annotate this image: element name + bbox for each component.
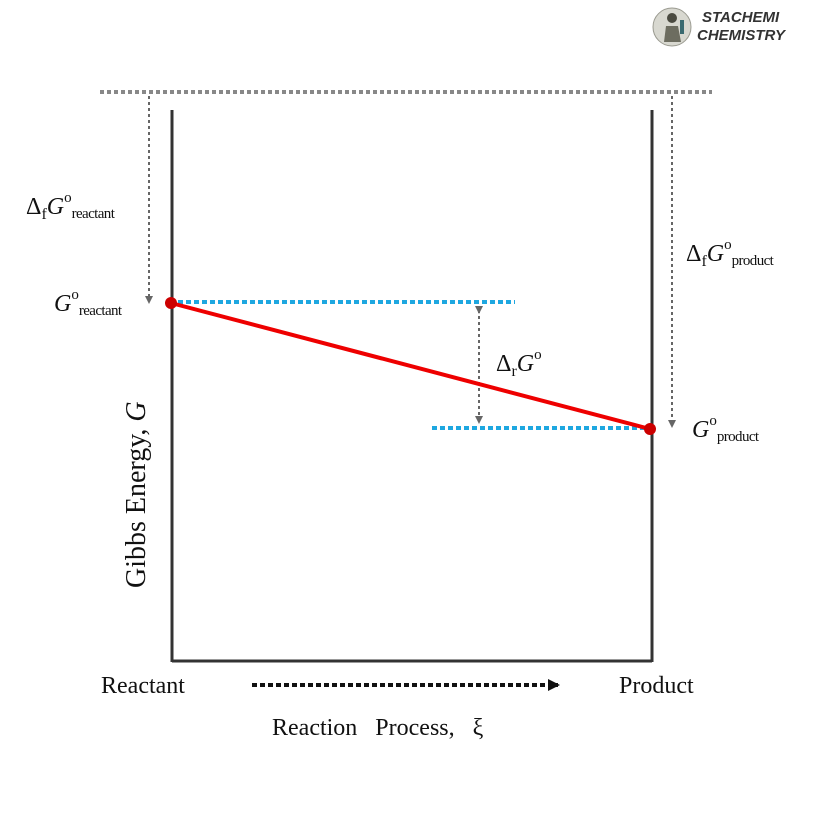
product-gibbs-label: Goproduct xyxy=(692,413,760,445)
y-axis-label: Gibbs Energy, G xyxy=(121,401,152,588)
product-formation-label: ΔfGoproduct xyxy=(686,237,775,270)
reactant-point xyxy=(165,297,177,309)
product-label: Product xyxy=(619,673,694,699)
reactant-gibbs-label: Goreactant xyxy=(54,287,123,319)
reaction-gibbs-label: ΔrGo xyxy=(496,347,542,380)
brand-line2: CHEMISTRY xyxy=(697,27,787,44)
reactant-label: Reactant xyxy=(101,673,185,699)
reaction-path-line xyxy=(170,301,651,431)
x-axis-label: Reaction Process, ξ xyxy=(272,715,484,741)
brand-logo: STACHEMI CHEMISTRY xyxy=(652,7,787,47)
brand-line1: STACHEMI xyxy=(702,9,780,26)
product-point xyxy=(644,423,656,435)
reactant-formation-label: ΔfGoreactant xyxy=(26,190,116,223)
chemist-figure-icon xyxy=(652,7,692,47)
